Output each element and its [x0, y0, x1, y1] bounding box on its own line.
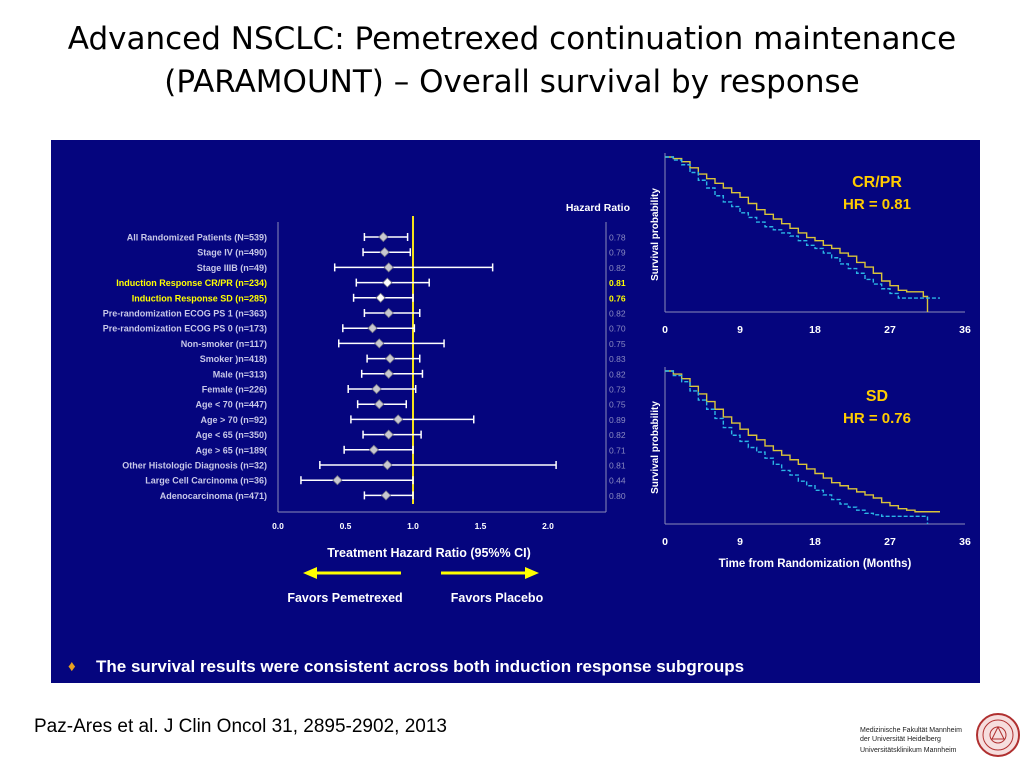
bullet-diamond-icon: ♦ — [68, 658, 76, 675]
km-hr-annotation: HR = 0.81 — [843, 196, 911, 213]
forest-row-label: Age > 70 (n=92) — [200, 415, 267, 425]
km-group-title: SD — [866, 388, 888, 405]
forest-hr-value: 0.89 — [609, 415, 626, 425]
slide-title-line-1: Advanced NSCLC: Pemetrexed continuation … — [67, 21, 957, 57]
km-tick-label: 0 — [662, 536, 668, 548]
forest-row-label: Pre-randomization ECOG PS 0 (n=173) — [103, 324, 267, 334]
km-tick-label: 18 — [809, 324, 821, 336]
forest-row-label: All Randomized Patients (N=539) — [127, 233, 267, 243]
forest-point — [371, 383, 382, 395]
km-group-title: CR/PR — [852, 174, 902, 191]
forest-point — [380, 490, 392, 501]
forest-row-label: Induction Response SD (n=285) — [132, 293, 267, 303]
favors-pemetrexed-label: Favors Pemetrexed — [287, 591, 402, 605]
forest-row-label: Male (n=313) — [213, 369, 267, 379]
forest-point — [375, 292, 386, 303]
forest-tick-label: 1.0 — [407, 521, 419, 531]
institution-logo-text: Medizinische Fakultät Mannheim der Unive… — [860, 726, 962, 755]
forest-point — [382, 277, 393, 288]
km-tick-label: 36 — [959, 536, 971, 548]
forest-point — [393, 414, 404, 425]
forest-point — [383, 307, 394, 319]
forest-row-label: Age < 65 (n=350) — [195, 430, 267, 440]
chart-canvas: Hazard Ratio All Randomized Patients (N=5… — [68, 153, 971, 676]
forest-point — [382, 459, 393, 471]
forest-point — [383, 262, 394, 273]
forest-row-label: Pre-randomization ECOG PS 1 (n=363) — [103, 309, 267, 319]
forest-row-label: Stage IIIB (n=49) — [197, 263, 267, 273]
forest-hr-value: 0.44 — [609, 476, 626, 486]
forest-row-label: Adenocarcinoma (n=471) — [160, 491, 267, 501]
forest-point — [378, 231, 389, 243]
slide-title: Advanced NSCLC: Pemetrexed continuation … — [20, 18, 1004, 104]
forest-row-label: Age > 65 (n=189( — [195, 445, 267, 455]
km-pemetrexed-line — [665, 156, 929, 312]
forest-point — [332, 475, 343, 486]
favors-placebo-label: Favors Placebo — [451, 591, 544, 605]
forest-point — [384, 353, 396, 364]
forest-hr-value: 0.75 — [609, 400, 626, 410]
forest-hr-value: 0.80 — [609, 491, 626, 501]
km-x-label: Time from Randomization (Months) — [719, 558, 912, 570]
forest-row-label: Age < 70 (n=447) — [195, 400, 267, 410]
forest-hr-value: 0.81 — [609, 461, 626, 471]
forest-hr-value: 0.81 — [609, 278, 626, 288]
km-y-label: Survival probability — [650, 401, 661, 494]
forest-tick-label: 2.0 — [542, 521, 554, 531]
arrow-left-head-icon — [303, 567, 317, 579]
citation: Paz-Ares et al. J Clin Oncol 31, 2895-29… — [34, 716, 447, 737]
km-tick-label: 9 — [737, 536, 743, 548]
forest-point — [374, 399, 385, 410]
km-tick-label: 18 — [809, 536, 821, 548]
forest-row-label: Stage IV (n=490) — [197, 248, 267, 258]
forest-hr-value: 0.79 — [609, 248, 626, 258]
forest-hr-value: 0.82 — [609, 263, 626, 273]
university-seal-icon — [976, 713, 1020, 757]
km-y-label: Survival probability — [650, 188, 661, 281]
forest-row-label: Smoker )n=418) — [200, 354, 267, 364]
bullet-text: The survival results were consistent acr… — [96, 657, 744, 676]
km-tick-label: 27 — [884, 536, 896, 548]
forest-point — [374, 338, 385, 349]
forest-point — [383, 368, 394, 379]
km-placebo-line — [665, 370, 929, 524]
forest-hr-value: 0.71 — [609, 445, 626, 455]
forest-hr-value: 0.82 — [609, 430, 626, 440]
km-tick-label: 36 — [959, 324, 971, 336]
forest-hr-value: 0.76 — [609, 293, 626, 303]
km-placebo-line — [665, 156, 940, 299]
forest-hr-value: 0.78 — [609, 233, 626, 243]
forest-hr-value: 0.82 — [609, 309, 626, 319]
km-tick-label: 0 — [662, 324, 668, 336]
arrow-right-head-icon — [525, 567, 539, 579]
forest-hr-value: 0.82 — [609, 369, 626, 379]
forest-title: Hazard Ratio — [566, 202, 630, 214]
forest-tick-label: 0.5 — [340, 521, 352, 531]
forest-point — [368, 444, 379, 455]
forest-row-label: Female (n=226) — [202, 385, 267, 395]
km-tick-label: 27 — [884, 324, 896, 336]
forest-x-label: Treatment Hazard Ratio (95%% CI) — [327, 546, 531, 560]
forest-point — [379, 247, 390, 258]
logo-line-1: Medizinische Fakultät Mannheim — [860, 727, 962, 734]
km-hr-annotation: HR = 0.76 — [843, 410, 911, 427]
forest-row-label: Non-smoker (n=117) — [181, 339, 267, 349]
chart-panel: Hazard Ratio All Randomized Patients (N=5… — [51, 140, 980, 683]
forest-tick-label: 0.0 — [272, 521, 284, 531]
slide-title-line-2: (PARAMOUNT) – Overall survival by respon… — [164, 64, 860, 100]
km-pemetrexed-line — [665, 370, 940, 513]
forest-hr-value: 0.70 — [609, 324, 626, 334]
forest-point — [367, 323, 378, 334]
logo-line-2: der Universität Heidelberg — [860, 736, 941, 743]
logo-line-3: Universitätsklinikum Mannheim — [860, 747, 957, 754]
km-tick-label: 9 — [737, 324, 743, 336]
forest-row-label: Induction Response CR/PR (n=234) — [116, 278, 267, 288]
forest-point — [383, 429, 394, 440]
forest-hr-value: 0.75 — [609, 339, 626, 349]
forest-row-label: Large Cell Carcinoma (n=36) — [145, 476, 267, 486]
forest-tick-label: 1.5 — [475, 521, 487, 531]
forest-hr-value: 0.73 — [609, 385, 626, 395]
forest-row-label: Other Histologic Diagnosis (n=32) — [122, 461, 267, 471]
forest-hr-value: 0.83 — [609, 354, 626, 364]
